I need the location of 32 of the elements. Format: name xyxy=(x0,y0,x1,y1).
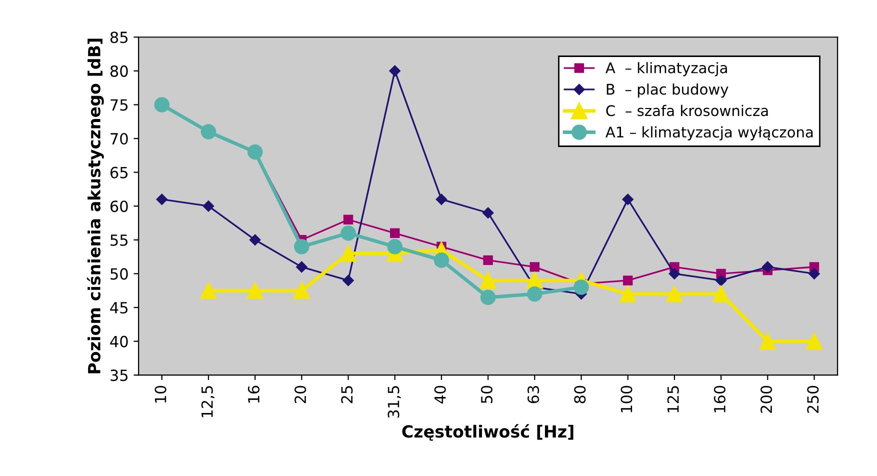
y-tick-label: 75 xyxy=(110,99,128,111)
y-tick-label: 65 xyxy=(110,166,128,178)
x-tick-label: 50 xyxy=(480,386,492,404)
legend-label: C – szafa krosownicza xyxy=(606,104,768,116)
y-tick-label: 35 xyxy=(110,370,128,382)
x-tick-label: 10 xyxy=(154,386,166,403)
y-tick-label: 80 xyxy=(110,65,128,77)
x-tick-label: 80 xyxy=(574,386,586,404)
y-tick-label: 40 xyxy=(110,336,128,348)
x-tick-label: 200 xyxy=(760,386,772,413)
y-tick-label: 55 xyxy=(110,234,128,246)
x-tick-label: 63 xyxy=(528,386,540,404)
x-tick-label: 125 xyxy=(667,386,679,412)
y-tick-label: 45 xyxy=(110,302,128,314)
x-tick-label: 12,5 xyxy=(201,386,214,418)
x-tick-label: 100 xyxy=(620,386,632,412)
legend-label: A1 – klimatyzacja wyłączona xyxy=(606,126,813,140)
y-axis-title: Poziom ciśnienia akustycznego [dB] xyxy=(86,38,104,374)
x-tick-label: 31,5 xyxy=(388,386,401,418)
x-tick-label: 25 xyxy=(341,386,353,404)
y-tick-label: 60 xyxy=(110,200,128,212)
x-tick-label: 250 xyxy=(807,386,819,413)
x-tick-label: 20 xyxy=(294,386,306,404)
y-tick-label: 70 xyxy=(110,132,128,145)
x-tick-label: 40 xyxy=(434,386,446,404)
x-tick-label: 16 xyxy=(248,386,260,403)
legend-label: A – klimatyzacja xyxy=(606,62,727,76)
legend-label: B – plac budowy xyxy=(606,83,728,98)
x-tick-label: 160 xyxy=(714,386,726,412)
x-axis-title: Częstotliwość [Hz] xyxy=(402,424,574,441)
y-tick-label: 50 xyxy=(110,268,128,280)
y-tick-label: 85 xyxy=(110,32,128,44)
